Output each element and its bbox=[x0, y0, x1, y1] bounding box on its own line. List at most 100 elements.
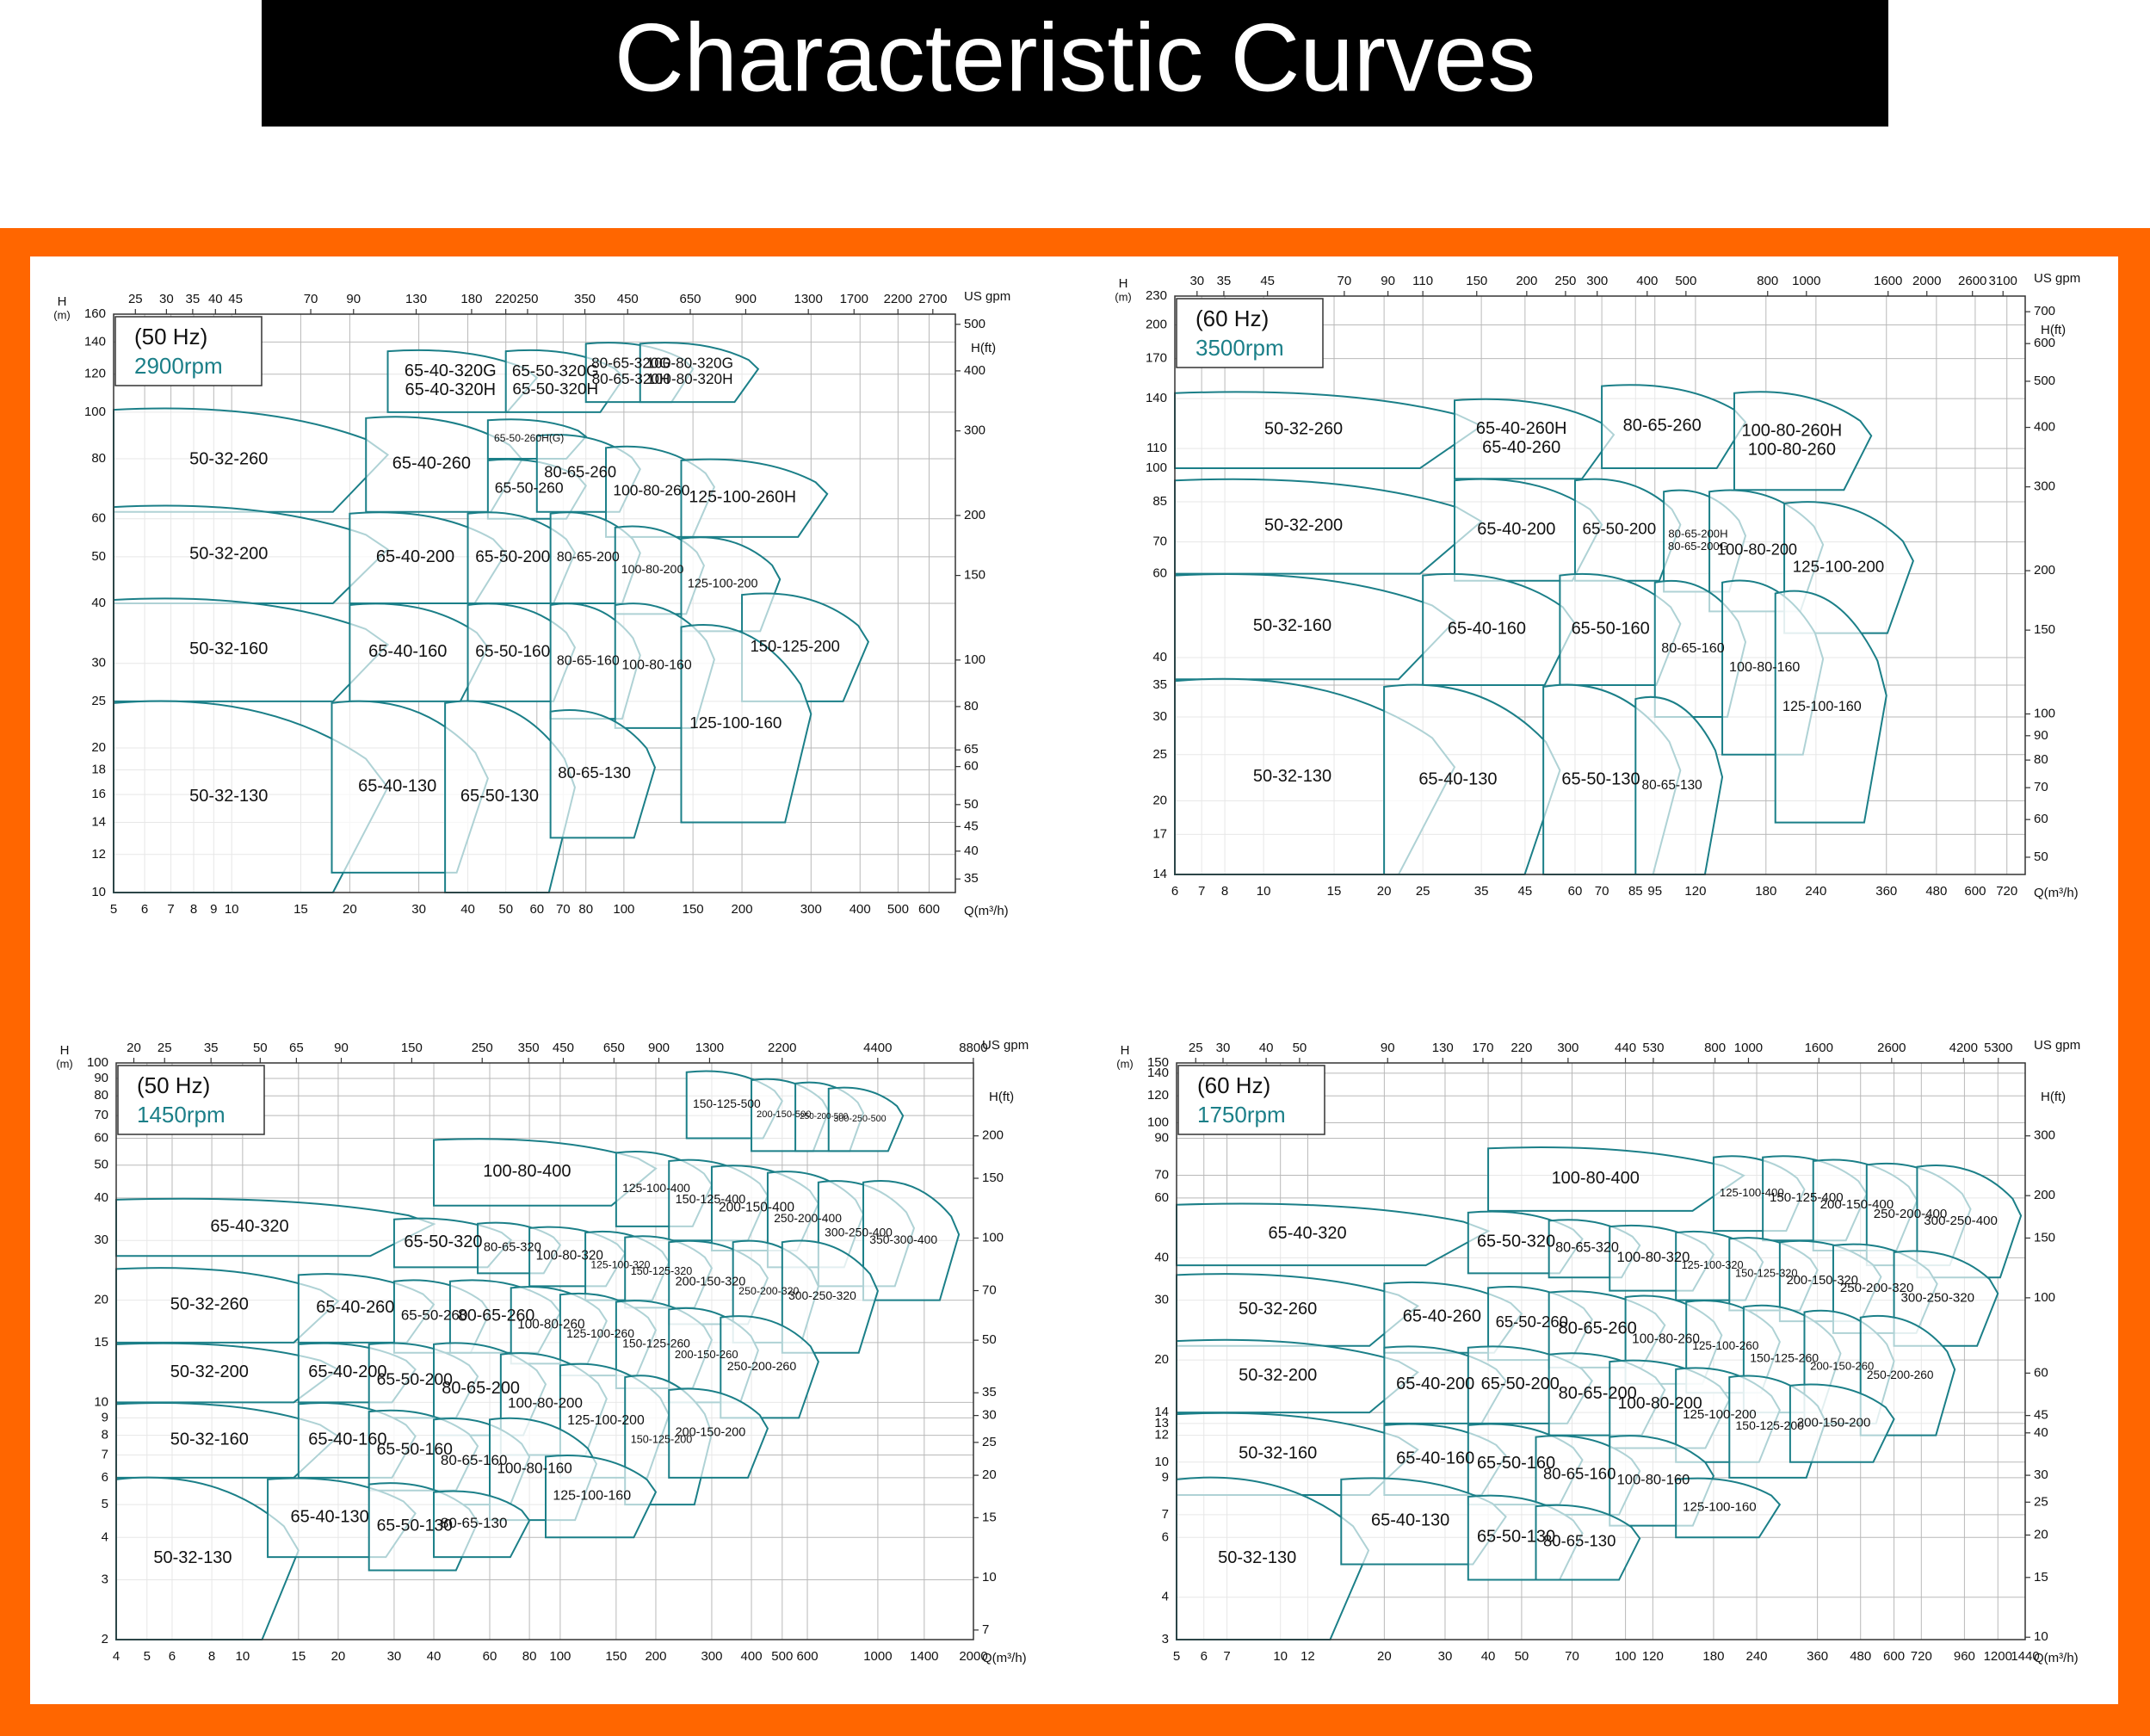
region-label: 100-80-260H bbox=[1741, 421, 1842, 440]
region-label: 50-32-200 bbox=[170, 1362, 249, 1381]
region-label: 100-80-160 bbox=[1729, 659, 1800, 675]
pump-region bbox=[720, 1315, 819, 1419]
y-tick-label: 60 bbox=[1154, 1190, 1169, 1205]
region-label: 100-80-160 bbox=[497, 1460, 571, 1476]
region-label: 65-40-200 bbox=[308, 1362, 386, 1381]
x-tick-label: 720 bbox=[1911, 1649, 1932, 1664]
region-label: 80-65-130 bbox=[1642, 778, 1702, 793]
region-label: 65-50-260 bbox=[401, 1307, 468, 1324]
y-tick-label: 60 bbox=[94, 1130, 108, 1145]
x-tick-label: 20 bbox=[343, 902, 357, 917]
x-tick-label: 5 bbox=[1173, 1649, 1180, 1664]
region-label: 80-65-260 bbox=[544, 462, 616, 480]
y-tick-label: 140 bbox=[84, 334, 106, 349]
top-tick-label: 800 bbox=[1704, 1041, 1726, 1055]
top-tick-label: 200 bbox=[1516, 274, 1537, 288]
x-tick-label: 300 bbox=[800, 902, 822, 917]
pump-region bbox=[549, 708, 657, 839]
x-tick-label: 20 bbox=[331, 1649, 346, 1664]
top-tick-label: 4200 bbox=[1949, 1041, 1978, 1055]
regions bbox=[1176, 1146, 2023, 1640]
top-tick-label: 45 bbox=[228, 292, 243, 306]
x-tick-label: 15 bbox=[291, 1649, 306, 1664]
pump-region bbox=[1916, 1165, 2023, 1279]
y-axis-unit: (m) bbox=[53, 308, 71, 321]
y-tick-label: 230 bbox=[1146, 288, 1167, 303]
y2-axis-label: H(ft) bbox=[2041, 1090, 2066, 1104]
right-tick-label: 30 bbox=[2034, 1467, 2048, 1482]
x-tick-label: 200 bbox=[732, 902, 753, 917]
region-label: 65-50-200 bbox=[377, 1370, 454, 1389]
region-label: 100-80-320 bbox=[536, 1249, 603, 1263]
plot-border bbox=[1176, 1062, 2026, 1640]
region-label: 65-40-260 bbox=[1403, 1307, 1481, 1326]
y-tick-label: 14 bbox=[91, 814, 106, 829]
x-tick-label: 35 bbox=[1474, 884, 1489, 899]
region-label: 50-32-260 bbox=[189, 450, 268, 469]
right-tick-label: 150 bbox=[2034, 622, 2055, 637]
region-label: 50-32-260 bbox=[1264, 420, 1343, 439]
top-tick-label: 350 bbox=[518, 1041, 540, 1055]
top-tick-label: 300 bbox=[1586, 274, 1608, 288]
y-tick-label: 80 bbox=[94, 1088, 108, 1103]
x-tick-label: 70 bbox=[1565, 1649, 1579, 1664]
y-tick-label: 15 bbox=[94, 1335, 108, 1350]
pump-region bbox=[544, 1455, 658, 1539]
right-tick-label: 15 bbox=[982, 1510, 997, 1524]
region-label: 100-80-260 bbox=[613, 482, 689, 499]
right-tick-label: 70 bbox=[982, 1282, 997, 1297]
x-tick-label: 80 bbox=[522, 1649, 537, 1664]
x-tick-label: 15 bbox=[293, 902, 308, 917]
y-tick-label: 100 bbox=[87, 1055, 108, 1070]
region-label: 65-40-160 bbox=[1448, 620, 1526, 639]
y-tick-label: 7 bbox=[102, 1447, 108, 1461]
y-tick-label: 50 bbox=[91, 549, 106, 564]
y-tick-label: 90 bbox=[1154, 1130, 1169, 1145]
y-tick-label: 70 bbox=[1152, 534, 1167, 549]
top-tick-label: 25 bbox=[1189, 1041, 1203, 1055]
region-label: 125-100-400 bbox=[622, 1181, 690, 1195]
y-tick-label: 6 bbox=[102, 1470, 108, 1485]
y-tick-label: 140 bbox=[1147, 1066, 1169, 1080]
x-tick-label: 6 bbox=[1201, 1649, 1208, 1664]
region-label: 150-125-320 bbox=[1735, 1266, 1798, 1279]
pump-region bbox=[1774, 590, 1887, 824]
right-tick-label: 30 bbox=[982, 1408, 997, 1423]
region-label: 50-32-260 bbox=[170, 1294, 249, 1313]
region-label: 80-65-130 bbox=[558, 763, 631, 782]
y-axis-unit: (m) bbox=[56, 1057, 73, 1070]
region-label: 65-50-130 bbox=[377, 1517, 454, 1535]
pump-region bbox=[862, 1179, 961, 1301]
region-label: 65-50-160 bbox=[377, 1440, 454, 1459]
region-label: 125-100-160 bbox=[553, 1489, 631, 1504]
region-label: 65-40-260H bbox=[1476, 419, 1567, 438]
top-tick-label: 50 bbox=[253, 1041, 268, 1055]
top-tick-label: 440 bbox=[1615, 1041, 1636, 1055]
pump-region bbox=[827, 1086, 905, 1152]
right-tick-label: 40 bbox=[2034, 1425, 2048, 1440]
top-tick-label: 50 bbox=[1293, 1041, 1307, 1055]
y-tick-label: 7 bbox=[1162, 1507, 1169, 1522]
right-tick-label: 45 bbox=[964, 819, 979, 833]
x-tick-label: 960 bbox=[1954, 1649, 1975, 1664]
region-label: 100-80-260 bbox=[1632, 1332, 1700, 1347]
region-label: 100-80-400 bbox=[1552, 1169, 1640, 1188]
region-label: 250-200-320 bbox=[738, 1285, 799, 1297]
right-tick-label: 25 bbox=[2034, 1494, 2048, 1509]
top-tick-label: 450 bbox=[617, 292, 639, 306]
region-label: 100-80-160 bbox=[1616, 1471, 1690, 1487]
x-tick-label: 600 bbox=[918, 902, 940, 917]
right-tick-label: 150 bbox=[2034, 1230, 2055, 1245]
top-tick-label: 2700 bbox=[918, 292, 947, 306]
region-label: 200-150-320 bbox=[676, 1276, 746, 1289]
region-label: 50-32-260 bbox=[1239, 1300, 1317, 1319]
chart: 4 5 6 8 10 15 20 30 40 60 80 100 150 200 300 400 500 600 1… bbox=[56, 1038, 1029, 1665]
y-tick-label: 10 bbox=[94, 1394, 108, 1409]
pump-region bbox=[680, 458, 829, 538]
region-label: 100-80-200 bbox=[1717, 541, 1797, 559]
region-label: 150-125-500 bbox=[693, 1097, 761, 1110]
region-label: 65-40-200 bbox=[376, 547, 454, 566]
y-tick-label: 3 bbox=[1162, 1632, 1169, 1646]
y-tick-label: 40 bbox=[91, 596, 106, 610]
right-tick-label: 50 bbox=[2034, 849, 2048, 864]
